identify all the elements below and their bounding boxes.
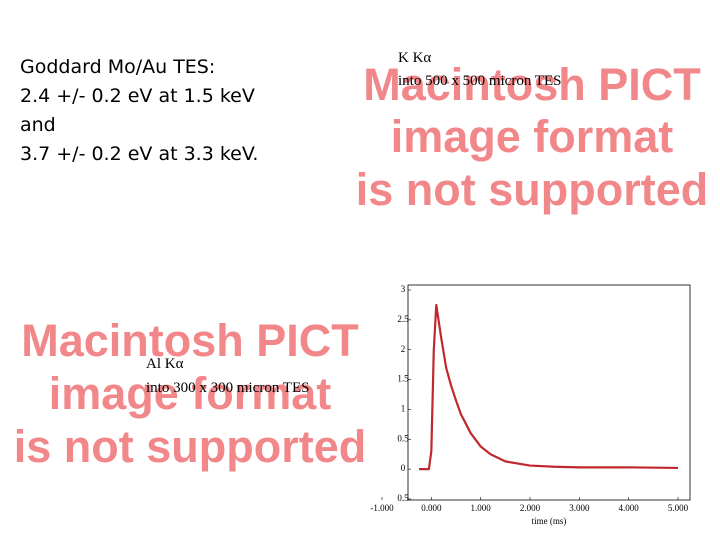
x-tick-label: 3.000 <box>569 503 590 513</box>
caption: into 300 x 300 micron TES <box>146 380 309 396</box>
x-axis-label: time (ms) <box>532 516 567 526</box>
y-tick-label: 0.5 <box>397 433 409 443</box>
image-placeholder: Macintosh PICT image format is not suppo… <box>356 59 709 215</box>
y-tick-label: 0 <box>401 463 406 473</box>
x-tick-label: 2.000 <box>520 503 541 513</box>
text-line: 3.7 +/- 0.2 eV at 3.3 keV. <box>20 143 258 165</box>
series-line <box>419 303 679 471</box>
x-tick-label: 0.000 <box>421 503 442 513</box>
image-placeholder: Macintosh PICT image format is not suppo… <box>14 315 367 472</box>
text-line: 2.4 +/- 0.2 eV at 1.5 keV <box>20 85 255 107</box>
placeholder-text: Macintosh PICT <box>21 315 359 366</box>
y-tick-label: 1.5 <box>397 374 409 384</box>
plot-frame <box>407 284 691 501</box>
placeholder-text: is not supported <box>356 164 709 215</box>
x-tick-label: 1.000 <box>471 503 492 513</box>
placeholder-text: is not supported <box>14 421 367 472</box>
x-tick-label: 4.000 <box>619 503 640 513</box>
text-line: and <box>20 114 56 136</box>
y-tick-label: 0.5 <box>397 493 409 503</box>
placeholder-text: image format <box>49 368 332 419</box>
y-tick-label: 2.5 <box>397 314 409 324</box>
y-tick-label: 2 <box>401 344 406 354</box>
y-tick-label: 1 <box>401 403 406 413</box>
caption: K Kα <box>398 50 431 66</box>
left-text: Goddard Mo/Au TES: 2.4 +/- 0.2 eV at 1.5… <box>20 56 258 165</box>
caption: Al Kα <box>146 356 184 372</box>
x-tick-label: -1.000 <box>370 503 394 513</box>
placeholder-text: image format <box>391 111 674 162</box>
y-tick-label: 3 <box>401 284 406 294</box>
x-tick-label: 5.000 <box>668 503 689 513</box>
caption: into 500 x 500 micron TES <box>398 73 561 89</box>
text-line: Goddard Mo/Au TES: <box>20 56 215 78</box>
pulse-chart: time (ms) 32.521.510.500.5-1.000 0.000 1.0… <box>370 284 691 526</box>
placeholder-text: Macintosh PICT <box>363 59 701 110</box>
